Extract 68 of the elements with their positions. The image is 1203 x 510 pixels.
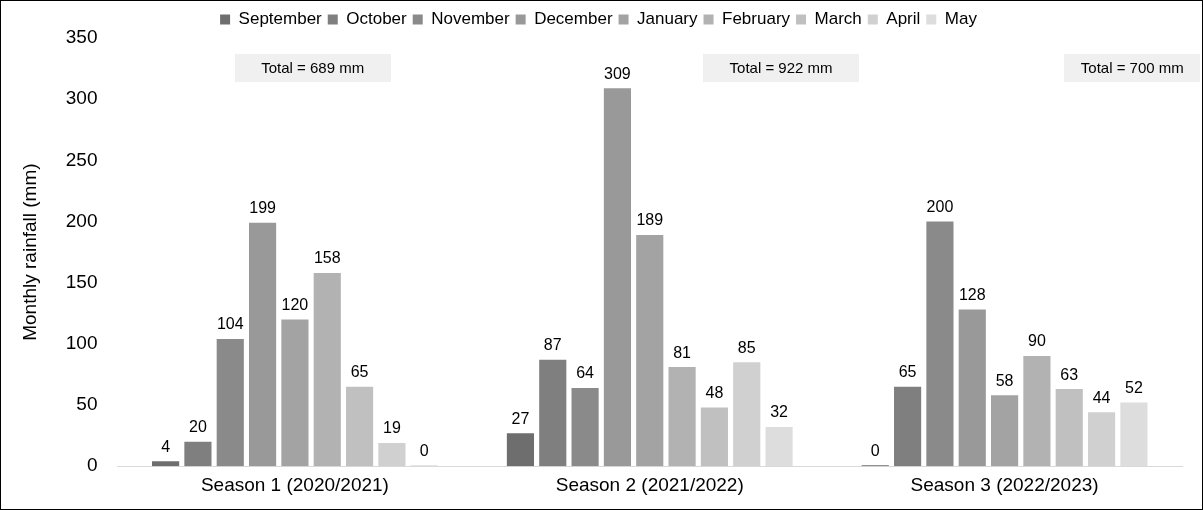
data-label: 158 (313, 249, 341, 267)
data-label: 65 (350, 363, 369, 381)
data-label: 52 (1125, 378, 1143, 396)
legend-label: February (722, 9, 791, 29)
bar (991, 395, 1019, 467)
y-tick-label: 0 (86, 454, 98, 476)
bar (1055, 389, 1083, 467)
legend-label: November (431, 9, 510, 29)
data-label: 19 (383, 419, 401, 437)
data-label: 0 (419, 441, 429, 459)
data-label: 128 (958, 286, 986, 304)
data-label: 309 (604, 64, 631, 82)
y-tick-label: 250 (65, 148, 98, 170)
bar (249, 222, 277, 467)
bar (281, 319, 309, 467)
y-tick-label: 150 (65, 270, 98, 292)
legend-label: March (814, 9, 862, 29)
data-label: 0 (870, 441, 880, 459)
data-label: 199 (249, 199, 277, 217)
y-axis-title: Monthly rainfall (mm) (18, 163, 40, 341)
bar (700, 407, 728, 467)
data-label: 44 (1092, 388, 1111, 406)
legend-label: December (534, 9, 613, 29)
legend-label: October (346, 9, 408, 29)
data-label: 104 (216, 315, 244, 333)
data-label: 120 (281, 295, 309, 313)
bar (152, 461, 180, 467)
bar (184, 441, 212, 467)
data-label: 64 (576, 364, 595, 382)
x-tick-label: Season 3 (2022/2023) (910, 473, 1099, 495)
legend-label: September (238, 9, 323, 29)
x-tick-label: Season 2 (2021/2022) (555, 473, 744, 495)
bar (346, 386, 374, 467)
data-label: 20 (189, 418, 207, 436)
y-tick-label: 300 (65, 87, 98, 109)
legend-label: April (886, 9, 921, 29)
bar (894, 386, 922, 467)
bar (958, 309, 986, 467)
y-tick-label: 50 (76, 393, 98, 415)
data-label: 81 (673, 343, 692, 361)
data-label: 63 (1060, 365, 1079, 383)
bar (603, 88, 631, 467)
y-tick-label: 200 (65, 209, 98, 231)
data-label: 85 (737, 338, 756, 356)
legend-label: May (944, 9, 978, 29)
data-label: 90 (1028, 332, 1046, 350)
data-label: 48 (705, 383, 724, 401)
bar (926, 221, 954, 467)
data-label: 200 (926, 197, 954, 215)
bar (1023, 356, 1051, 467)
bar (636, 234, 664, 467)
y-tick-label: 100 (65, 332, 98, 354)
bar (668, 367, 696, 467)
x-tick-label: Season 1 (2020/2021) (200, 473, 389, 495)
bar (506, 433, 535, 467)
data-label: 58 (995, 371, 1014, 389)
legend-label: January (637, 9, 699, 29)
data-label: 65 (898, 363, 917, 381)
y-tick-label: 350 (65, 26, 98, 48)
data-label: 27 (511, 409, 530, 427)
bar (539, 359, 567, 467)
data-label: 189 (636, 211, 664, 229)
data-label: 87 (543, 336, 562, 354)
bar (571, 387, 599, 467)
bar (216, 338, 244, 467)
data-label: 32 (770, 403, 789, 421)
data-label: 4 (161, 437, 171, 455)
bar (313, 272, 341, 467)
